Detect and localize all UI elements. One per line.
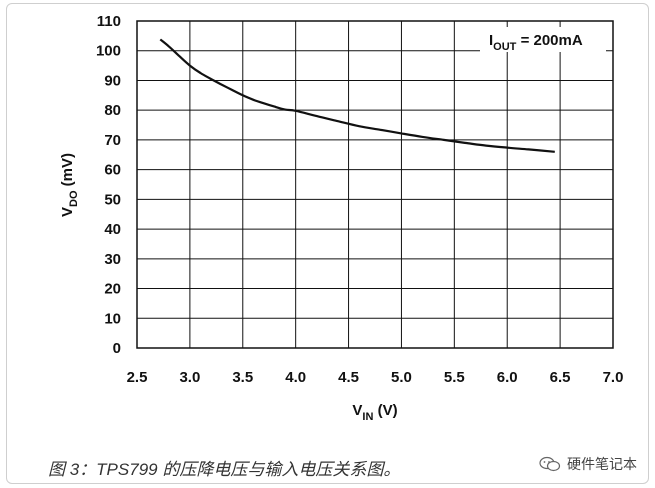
figure-caption: 图 3：TPS799 的压降电压与输入电压关系图。 xyxy=(48,460,401,479)
brand-watermark: 硬件笔记本 xyxy=(539,454,637,474)
wechat-icon xyxy=(539,456,561,472)
chart-grid xyxy=(137,21,613,348)
y-tick-label: 60 xyxy=(104,162,121,179)
series-line-vdo xyxy=(159,38,555,153)
x-tick-label: 6.5 xyxy=(550,369,571,386)
y-tick-label: 90 xyxy=(104,72,121,89)
y-tick-label: 40 xyxy=(104,221,121,238)
y-tick-label: 110 xyxy=(97,13,121,30)
y-axis-label: VDO (mV) xyxy=(59,153,80,217)
x-tick-label: 2.5 xyxy=(127,369,148,386)
y-tick-label: 80 xyxy=(104,102,121,119)
annotation-iout: IOUT = 200mA xyxy=(489,32,583,53)
x-tick-label: 3.5 xyxy=(232,369,253,386)
y-tick-label: 30 xyxy=(104,251,121,268)
y-tick-label: 0 xyxy=(113,340,121,357)
x-tick-label: 3.0 xyxy=(179,369,200,386)
y-tick-labels: 0 10 20 30 40 50 60 70 80 90 100 110 xyxy=(96,13,121,357)
x-tick-label: 6.0 xyxy=(497,369,518,386)
y-tick-label: 100 xyxy=(96,43,121,60)
y-tick-label: 70 xyxy=(104,132,121,149)
x-axis-label: VIN (V) xyxy=(352,402,397,423)
x-tick-label: 4.0 xyxy=(285,369,306,386)
x-tick-label: 5.5 xyxy=(444,369,465,386)
dropout-chart: 2.5 3.0 3.5 4.0 4.5 5.0 5.5 6.0 6.5 7.0 0 10 20 30 40… xyxy=(59,13,624,423)
brand-text: 硬件笔记本 xyxy=(567,456,637,472)
x-tick-label: 4.5 xyxy=(338,369,359,386)
annotation-background xyxy=(480,27,606,52)
y-tick-label: 10 xyxy=(104,310,121,327)
x-tick-labels: 2.5 3.0 3.5 4.0 4.5 5.0 5.5 6.0 6.5 7.0 xyxy=(127,369,624,386)
x-tick-label: 5.0 xyxy=(391,369,412,386)
plot-border xyxy=(136,20,614,349)
x-tick-label: 7.0 xyxy=(603,369,624,386)
y-tick-label: 20 xyxy=(104,281,121,298)
figure-frame xyxy=(6,3,649,484)
y-tick-label: 50 xyxy=(104,191,121,208)
